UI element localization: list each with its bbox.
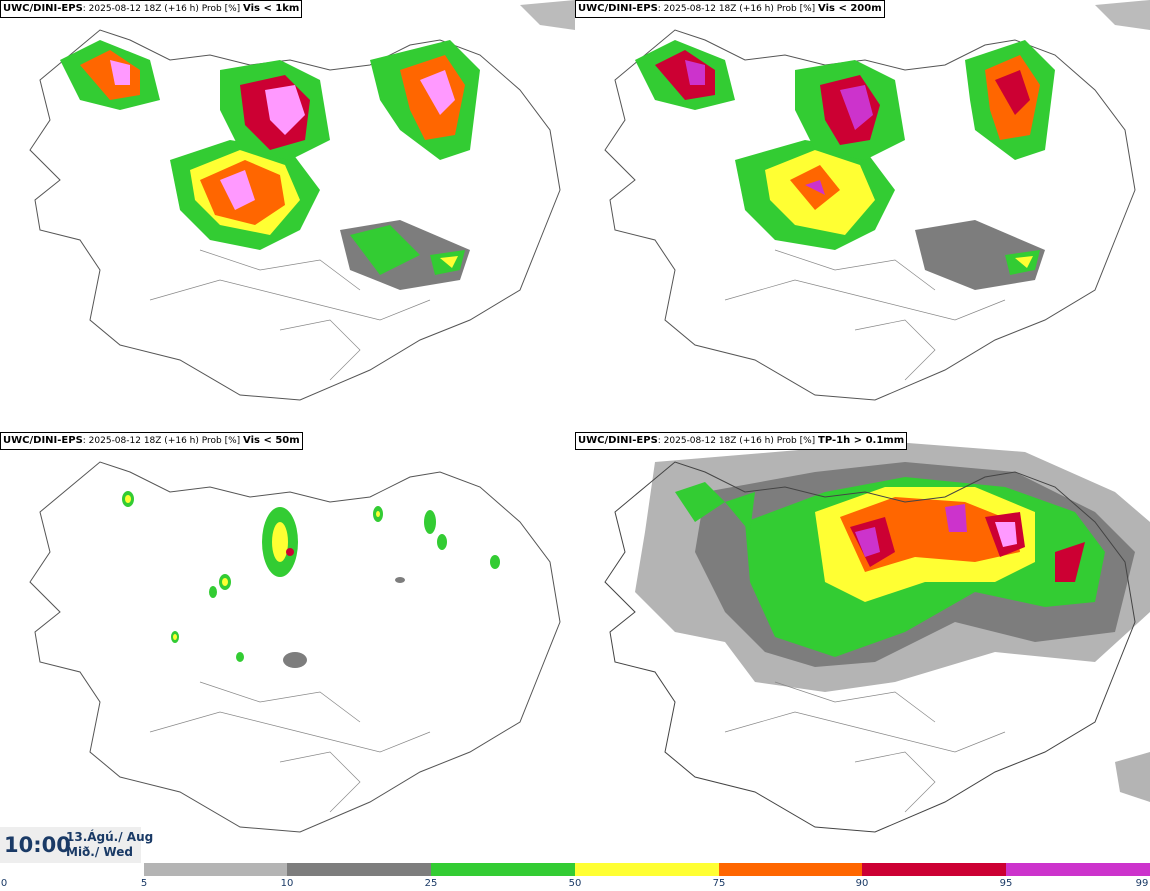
map-panel-vis-1km: UWC/DINI-EPS: 2025-08-12 18Z (+16 h) Pro… (0, 0, 575, 432)
prob-fields (122, 491, 500, 668)
valid-date-line2: Mið./ Wed (66, 845, 133, 859)
panel-title: UWC/DINI-EPS: 2025-08-12 18Z (+16 h) Pro… (575, 432, 908, 450)
coastline (604, 29, 1136, 401)
colorbar-tick-label: 5 (140, 878, 148, 889)
colorbar-segment (575, 863, 719, 876)
colorbar-segment (862, 863, 1006, 876)
panel-title: UWC/DINI-EPS: 2025-08-12 18Z (+16 h) Pro… (0, 432, 303, 450)
coastline (29, 29, 561, 401)
colorbar-tick-label: 25 (424, 878, 438, 889)
colorbar-tick-label: 99 (1135, 878, 1149, 889)
colorbar-segment (719, 863, 862, 876)
valid-date-line1: 13.Ágú./ Aug (66, 830, 154, 844)
map-panel-tp-1h: UWC/DINI-EPS: 2025-08-12 18Z (+16 h) Pro… (575, 432, 1150, 864)
prob-fields (60, 40, 480, 290)
panel-title: UWC/DINI-EPS: 2025-08-12 18Z (+16 h) Pro… (575, 0, 885, 18)
colorbar-segment (144, 863, 287, 876)
coastline (29, 461, 561, 833)
iceland-map (29, 0, 575, 401)
colorbar-tick-label: 50 (568, 878, 582, 889)
iceland-map (604, 442, 1150, 833)
iceland-map (29, 461, 561, 833)
map-panel-vis-50m: UWC/DINI-EPS: 2025-08-12 18Z (+16 h) Pro… (0, 432, 575, 864)
prob-fields (635, 442, 1150, 802)
coastline (604, 461, 1136, 833)
colorbar-segment (0, 863, 144, 876)
valid-time: 10:00 (4, 833, 71, 857)
colorbar-tick-label: 10 (280, 878, 294, 889)
colorbar-segment (287, 863, 431, 876)
colorbar-tick-label: 75 (712, 878, 726, 889)
valid-time-box (0, 827, 141, 863)
panel-title: UWC/DINI-EPS: 2025-08-12 18Z (+16 h) Pro… (0, 0, 303, 18)
colorbar-segment (431, 863, 575, 876)
prob-fields (635, 40, 1055, 290)
colorbar-tick-label: 95 (999, 878, 1013, 889)
colorbar-tick-label: 90 (855, 878, 869, 889)
map-panel-vis-200m: UWC/DINI-EPS: 2025-08-12 18Z (+16 h) Pro… (575, 0, 1150, 432)
colorbar-tick-label: 0 (0, 878, 8, 889)
colorbar-segment (1006, 863, 1150, 876)
iceland-map (604, 0, 1150, 401)
